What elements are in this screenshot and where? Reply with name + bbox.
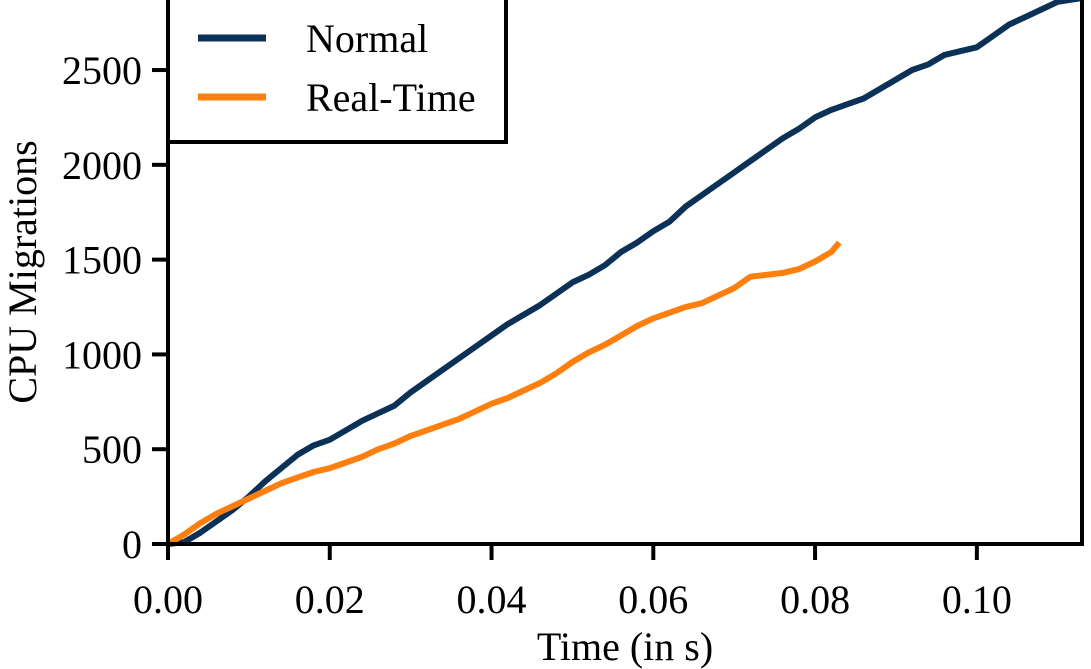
legend-label-normal: Normal <box>306 16 428 61</box>
x-tick-label: 0.02 <box>295 577 365 622</box>
plot-frame <box>166 0 1084 546</box>
x-axis: 0.00 0.02 0.04 0.06 0.08 0.10 <box>133 544 1012 622</box>
y-axis-title: CPU Migrations <box>0 140 45 403</box>
x-tick-label: 0.04 <box>457 577 527 622</box>
y-tick-label: 500 <box>82 427 142 472</box>
y-tick-label: 1000 <box>62 332 142 377</box>
legend-box <box>166 0 508 144</box>
x-axis-title: Time (in s) <box>537 624 713 669</box>
x-tick-label: 0.10 <box>942 577 1012 622</box>
legend: Normal Real-Time <box>166 0 508 144</box>
plot-lines <box>166 0 1083 547</box>
x-tick-label: 0.00 <box>133 577 203 622</box>
y-tick-label: 2500 <box>62 48 142 93</box>
x-tick-label: 0.06 <box>618 577 688 622</box>
y-tick-label: 2000 <box>62 143 142 188</box>
x-tick-label: 0.08 <box>780 577 850 622</box>
series-line-real-time <box>166 240 842 547</box>
y-axis: 0 500 1000 1500 2000 2500 <box>62 48 168 567</box>
series-line-normal <box>167 0 1083 547</box>
y-tick-label: 0 <box>122 522 142 567</box>
legend-label-real-time: Real-Time <box>306 75 476 120</box>
y-tick-label: 1500 <box>62 238 142 283</box>
